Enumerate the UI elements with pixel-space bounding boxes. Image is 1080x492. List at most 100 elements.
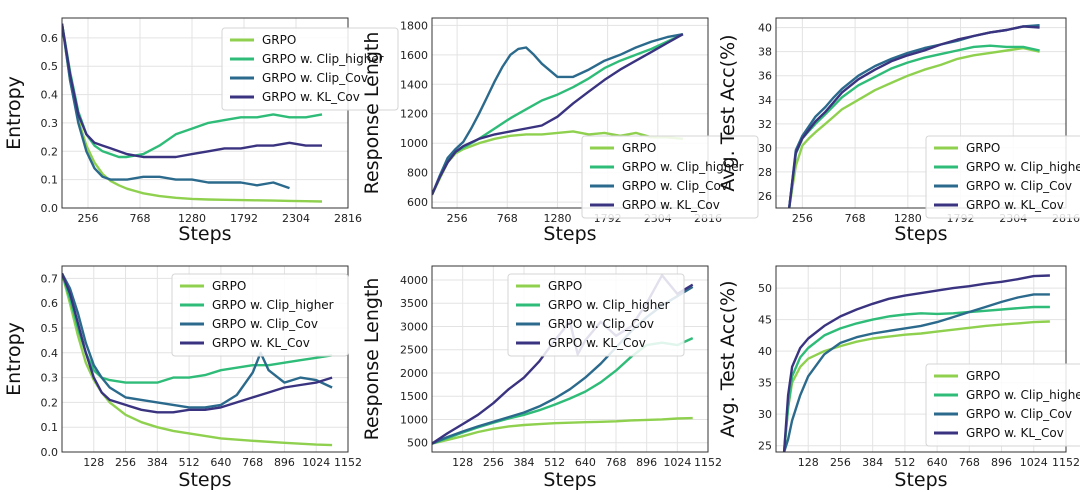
x-tick-label: 384 [862, 456, 883, 469]
y-tick-label: 0.3 [41, 117, 59, 130]
y-tick-label: 0.4 [41, 347, 59, 360]
y-tick-label: 50 [758, 282, 772, 295]
series-line-grpo [62, 273, 333, 447]
series-line-grpo [782, 320, 1050, 452]
legend-label: GRPO w. Clip_higher [622, 160, 744, 174]
y-tick-label: 28 [758, 166, 772, 179]
x-tick-label: 768 [959, 456, 980, 469]
y-tick-label: 0.6 [41, 297, 59, 310]
chart-panel-3: 25676812801792230428162628303234363840St… [717, 0, 1080, 246]
series-line-grpo-w-clip-cov [782, 293, 1050, 452]
plot-frame [61, 265, 349, 453]
x-axis-label: Steps [543, 469, 596, 491]
y-tick-label: 2000 [400, 367, 428, 380]
y-tick-label: 34 [758, 94, 772, 107]
x-tick-label: 2816 [334, 212, 362, 225]
series-line-grpo-w-kl-cov [432, 33, 684, 196]
legend-label: GRPO [966, 369, 1000, 383]
legend-label: GRPO w. KL_Cov [212, 336, 310, 350]
chart-svg: 128 256 384 512 640 768 896 1024 1152 500 1000 1500… [361, 265, 722, 491]
series-group [432, 33, 684, 196]
chart-svg: 2567681280179223042816600800100012001400… [361, 17, 759, 245]
legend-label: GRPO [262, 33, 296, 47]
series-line-grpo-w-clip-cov [432, 33, 684, 196]
series-line-grpo-w-clip-cov [62, 23, 290, 190]
legend-label: GRPO w. Clip_Cov [262, 71, 368, 85]
plot-frame [775, 265, 1067, 453]
y-tick-label: 0.2 [41, 396, 59, 409]
series-line-grpo [432, 416, 693, 445]
legend-label: GRPO w. Clip_Cov [966, 407, 1072, 421]
legend-label: GRPO w. KL_Cov [622, 198, 720, 212]
x-tick-label: 256 [78, 212, 99, 225]
y-tick-label: 30 [758, 408, 772, 421]
x-tick-label: 384 [514, 456, 535, 469]
chart-panel-2: 2567681280179223042816600800100012001400… [361, 0, 759, 246]
legend: GRPO GRPO w. Clip_higher GRPO w. Clip_Cov G… [925, 135, 1080, 219]
x-tick-label: 128 [452, 456, 473, 469]
legend-box [925, 135, 1080, 219]
legend-label: GRPO w. Clip_higher [966, 160, 1080, 174]
series-group [62, 23, 323, 203]
y-tick-label: 1200 [400, 108, 428, 121]
series-line-grpo-w-clip-cov [62, 272, 333, 409]
y-tick-label: 40 [758, 345, 772, 358]
x-tick-label: 896 [991, 456, 1012, 469]
x-axis-label: Steps [894, 223, 947, 245]
legend: GRPO GRPO w. Clip_higher GRPO w. Clip_Cov G… [171, 273, 349, 357]
x-tick-label: 768 [130, 212, 151, 225]
y-tick-label: 25 [758, 440, 772, 453]
x-axis-label: Steps [543, 223, 596, 245]
y-tick-label: 40 [758, 22, 772, 35]
y-tick-label: 0.3 [41, 372, 59, 385]
series-line-grpo [788, 46, 1040, 208]
y-tick-label: 30 [758, 142, 772, 155]
legend-label: GRPO [622, 141, 656, 155]
x-tick-label: 384 [147, 456, 168, 469]
legend-box [581, 135, 759, 219]
plot-frame [431, 17, 709, 209]
x-tick-label: 768 [606, 456, 627, 469]
legend: GRPO GRPO w. Clip_higher GRPO w. Clip_Cov G… [581, 135, 759, 219]
y-tick-label: 1800 [400, 19, 428, 32]
y-axis-label: Avg. Test Acc(%) [717, 34, 739, 191]
x-tick-label: 1152 [694, 456, 722, 469]
x-tick-label: 256 [483, 456, 504, 469]
legend-label: GRPO w. Clip_higher [548, 298, 670, 312]
y-tick-label: 0.5 [41, 60, 59, 73]
legend-box [221, 27, 399, 111]
x-tick-label: 896 [636, 456, 657, 469]
y-tick-label: 800 [407, 167, 428, 180]
series-line-grpo-w-clip-higher [782, 305, 1050, 452]
series-line-grpo-w-kl-cov [788, 25, 1040, 208]
chart-svg: 256 768 1280 1792 2304 2816 0.0 0.1 0.2 0.3 0.4 0.5… [3, 17, 399, 245]
legend-label: GRPO w. Clip_Cov [622, 179, 728, 193]
x-tick-label: 768 [845, 212, 866, 225]
legend-label: GRPO w. Clip_higher [966, 388, 1080, 402]
y-tick-label: 0.5 [41, 322, 59, 335]
legend-label: GRPO w. Clip_higher [212, 298, 334, 312]
y-tick-label: 38 [758, 46, 772, 59]
legend-box [171, 273, 349, 357]
x-tick-label: 1280 [543, 212, 571, 225]
legend-label: GRPO w. KL_Cov [966, 426, 1064, 440]
chart-panel-1: 256 768 1280 1792 2304 2816 0.0 0.1 0.2 0.3 0.4 0.5… [3, 0, 399, 246]
series-line-grpo-w-kl-cov [782, 274, 1050, 452]
y-tick-label: 45 [758, 314, 772, 327]
y-tick-label: 0.4 [41, 89, 59, 102]
y-tick-label: 1000 [400, 137, 428, 150]
x-tick-label: 768 [242, 456, 263, 469]
series-line-grpo [62, 23, 323, 203]
x-tick-label: 1152 [334, 456, 362, 469]
legend-label: GRPO w. Clip_Cov [966, 179, 1072, 193]
legend-box [507, 273, 685, 357]
x-tick-label: 768 [497, 212, 518, 225]
y-tick-label: 1600 [400, 49, 428, 62]
chart-panel-6: 128 256 384 512 640 768 896 1024 1152 25 30 35 40 45 5… [717, 254, 1080, 492]
chart-svg: 128 256 384 512 640 768 896 1024 1152 0.0 0.1 0.2 0.… [3, 265, 362, 491]
y-tick-label: 0.2 [41, 145, 59, 158]
chart-svg: 25676812801792230428162628303234363840St… [717, 17, 1080, 245]
y-tick-label: 500 [407, 437, 428, 450]
y-tick-label: 35 [758, 377, 772, 390]
legend: GRPO GRPO w. Clip_higher GRPO w. Clip_Cov G… [507, 273, 685, 357]
